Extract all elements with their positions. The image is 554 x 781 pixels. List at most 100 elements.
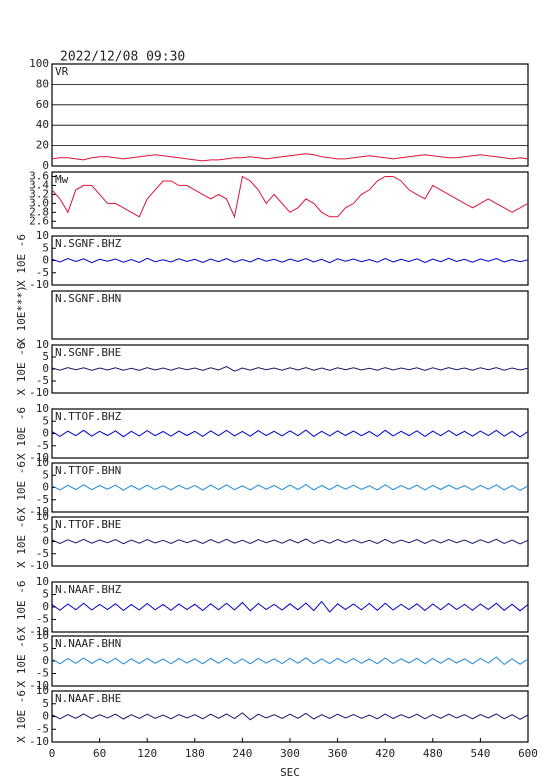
panel-label: N.SGNF.BHN — [55, 292, 121, 305]
y-tick-label: 10 — [36, 684, 49, 697]
y-tick-label: 10 — [36, 629, 49, 642]
y-axis-label: X 10E -6 — [15, 407, 28, 460]
y-tick-label: 5 — [42, 588, 49, 601]
panel-frame — [51, 690, 529, 743]
panel-label: N.NAAF.BHZ — [55, 583, 122, 596]
y-tick-label: 100 — [29, 57, 49, 70]
x-tick-label: 0 — [49, 747, 56, 760]
panel-label: VR — [55, 65, 69, 78]
x-tick-label: 540 — [470, 747, 490, 760]
y-tick-label: -5 — [36, 667, 49, 680]
chart-title: 2022/12/08 09:30 — [60, 50, 185, 65]
y-tick-label: 10 — [36, 338, 49, 351]
y-tick-label: -10 — [29, 386, 49, 399]
waveform-line — [51, 175, 529, 219]
y-tick-label: 60 — [36, 98, 49, 111]
x-axis-label: SEC — [280, 766, 300, 779]
y-tick-label: 10 — [36, 229, 49, 242]
panel-label: N.NAAF.BHE — [55, 692, 121, 705]
panel-frame — [51, 581, 529, 633]
panel-frame — [51, 344, 529, 394]
y-tick-label: 5 — [42, 414, 49, 427]
y-tick-label: 5 — [42, 350, 49, 363]
y-tick-label: 5 — [42, 468, 49, 481]
panel-frame — [51, 462, 529, 513]
waveform-line — [51, 153, 529, 162]
waveform-line — [51, 538, 529, 545]
x-tick-label: 420 — [375, 747, 395, 760]
y-axis-label: X 10E -6 — [15, 515, 28, 568]
y-tick-label: 10 — [36, 456, 49, 469]
y-tick-label: -10 — [29, 679, 49, 692]
y-tick-label: 5 — [42, 642, 49, 655]
y-tick-label: -10 — [29, 735, 49, 748]
panel-frame — [51, 171, 529, 229]
y-tick-label: -5 — [36, 493, 49, 506]
panel-frame — [51, 63, 529, 167]
y-tick-label: -10 — [29, 559, 49, 572]
waveform-line — [51, 600, 529, 613]
x-tick-label: 360 — [328, 747, 348, 760]
waveform-line — [51, 656, 529, 666]
panel-label: Mw — [55, 173, 69, 186]
y-tick-label: -10 — [29, 278, 49, 291]
y-tick-label: 0 — [42, 362, 49, 375]
y-axis-label: X 10E -6 — [15, 635, 28, 688]
y-tick-label: 0 — [42, 710, 49, 723]
panel-frame — [51, 408, 529, 459]
y-tick-label: 5 — [42, 522, 49, 535]
x-tick-label: 120 — [137, 747, 157, 760]
x-tick-label: 300 — [280, 747, 300, 760]
panel-frame — [51, 290, 529, 340]
x-tick-label: 600 — [518, 747, 538, 760]
y-tick-label: 10 — [36, 575, 49, 588]
y-tick-label: 0 — [42, 481, 49, 494]
x-tick-label: 60 — [93, 747, 106, 760]
panel-label: N.TTOF.BHE — [55, 518, 121, 531]
y-axis-label: X 10E -6 — [15, 343, 28, 396]
y-tick-label: 3.0 — [29, 196, 49, 209]
x-tick-label: 240 — [232, 747, 252, 760]
y-tick-label: -10 — [29, 505, 49, 518]
y-tick-label: 2.6 — [29, 214, 49, 227]
y-tick-label: 80 — [36, 77, 49, 90]
waveform-line — [51, 366, 529, 372]
y-tick-label: 0 — [42, 427, 49, 440]
y-tick-label: -5 — [36, 722, 49, 735]
y-tick-label: 5 — [42, 697, 49, 710]
panel-frame — [51, 635, 529, 687]
y-axis-label: X 10E -6 — [15, 461, 28, 514]
panel-frame — [51, 235, 529, 286]
waveform-line — [51, 712, 529, 721]
panel-label: N.SGNF.BHE — [55, 346, 121, 359]
y-tick-label: 0 — [42, 600, 49, 613]
y-tick-label: -5 — [36, 547, 49, 560]
y-tick-label: 2.8 — [29, 205, 49, 218]
y-tick-label: -10 — [29, 451, 49, 464]
y-tick-label: 3.4 — [29, 178, 49, 191]
x-tick-label: 480 — [423, 747, 443, 760]
y-tick-label: 10 — [36, 402, 49, 415]
y-axis-label: X 10E -6 — [15, 581, 28, 634]
y-tick-label: 0 — [42, 654, 49, 667]
y-tick-label: 40 — [36, 118, 49, 131]
y-tick-label: 20 — [36, 139, 49, 152]
y-tick-label: 3.6 — [29, 169, 49, 182]
y-axis-label: X 10E -6 — [15, 234, 28, 287]
waveform-line — [51, 484, 529, 491]
y-tick-label: 5 — [42, 241, 49, 254]
y-tick-label: -5 — [36, 439, 49, 452]
panel-label: N.TTOF.BHN — [55, 464, 121, 477]
y-tick-label: -5 — [36, 266, 49, 279]
panel-label: N.TTOF.BHZ — [55, 410, 122, 423]
x-tick-label: 180 — [185, 747, 205, 760]
y-tick-label: -5 — [36, 374, 49, 387]
y-tick-label: 10 — [36, 510, 49, 523]
y-tick-label: 0 — [42, 254, 49, 267]
y-tick-label: -10 — [29, 625, 49, 638]
panel-label: N.NAAF.BHN — [55, 637, 121, 650]
y-axis-label: X 10E -6 — [15, 690, 28, 743]
panel-frame — [51, 516, 529, 567]
y-tick-label: 0 — [42, 159, 49, 172]
